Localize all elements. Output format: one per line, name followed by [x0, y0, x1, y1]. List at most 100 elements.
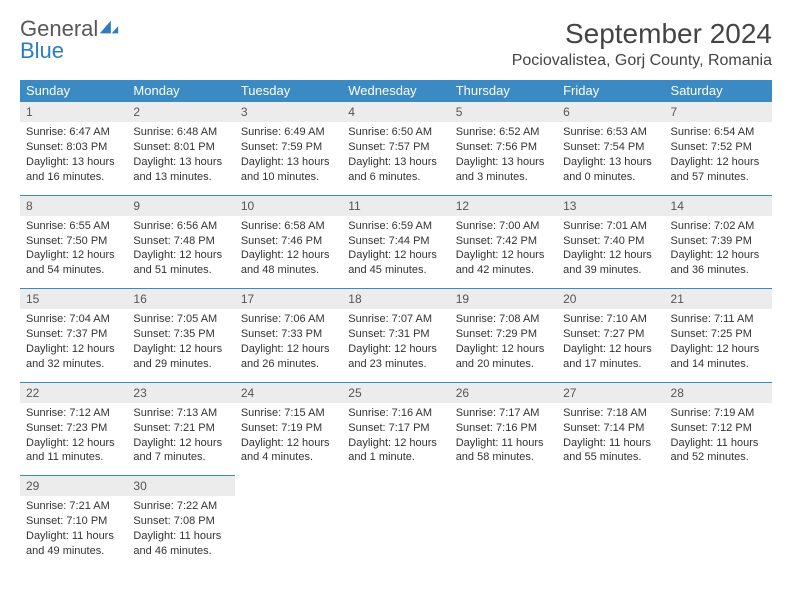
day-details: Sunrise: 7:00 AMSunset: 7:42 PMDaylight:…	[450, 216, 557, 289]
daylight-text: Daylight: 12 hours and 11 minutes.	[26, 436, 121, 466]
day-number: 3	[235, 102, 342, 123]
sunset-text: Sunset: 7:39 PM	[671, 234, 766, 249]
daylight-text: Daylight: 11 hours and 49 minutes.	[26, 529, 121, 559]
sunrise-text: Sunrise: 6:55 AM	[26, 219, 121, 234]
sunset-text: Sunset: 7:56 PM	[456, 140, 551, 155]
daylight-text: Daylight: 11 hours and 46 minutes.	[133, 529, 228, 559]
sunrise-text: Sunrise: 7:19 AM	[671, 406, 766, 421]
daylight-text: Daylight: 13 hours and 0 minutes.	[563, 155, 658, 185]
daylight-text: Daylight: 12 hours and 45 minutes.	[348, 248, 443, 278]
sunset-text: Sunset: 7:17 PM	[348, 421, 443, 436]
day-details: Sunrise: 7:21 AMSunset: 7:10 PMDaylight:…	[20, 496, 127, 568]
daylight-text: Daylight: 13 hours and 3 minutes.	[456, 155, 551, 185]
empty-cell	[235, 496, 342, 568]
daylight-text: Daylight: 12 hours and 1 minute.	[348, 436, 443, 466]
sunrise-text: Sunrise: 7:00 AM	[456, 219, 551, 234]
empty-cell	[450, 476, 557, 497]
day-number: 22	[20, 382, 127, 403]
daylight-text: Daylight: 13 hours and 16 minutes.	[26, 155, 121, 185]
location-text: Pociovalistea, Gorj County, Romania	[512, 52, 772, 70]
daylight-text: Daylight: 12 hours and 48 minutes.	[241, 248, 336, 278]
day-details: Sunrise: 7:06 AMSunset: 7:33 PMDaylight:…	[235, 309, 342, 382]
day-details: Sunrise: 7:18 AMSunset: 7:14 PMDaylight:…	[557, 403, 664, 476]
sunset-text: Sunset: 7:50 PM	[26, 234, 121, 249]
day-details: Sunrise: 6:50 AMSunset: 7:57 PMDaylight:…	[342, 122, 449, 195]
daylight-text: Daylight: 12 hours and 26 minutes.	[241, 342, 336, 372]
sunset-text: Sunset: 7:48 PM	[133, 234, 228, 249]
sunrise-text: Sunrise: 7:17 AM	[456, 406, 551, 421]
day-number: 16	[127, 289, 234, 310]
day-number: 18	[342, 289, 449, 310]
sunrise-text: Sunrise: 7:22 AM	[133, 499, 228, 514]
day-details: Sunrise: 6:53 AMSunset: 7:54 PMDaylight:…	[557, 122, 664, 195]
day-details: Sunrise: 7:13 AMSunset: 7:21 PMDaylight:…	[127, 403, 234, 476]
daylight-text: Daylight: 12 hours and 7 minutes.	[133, 436, 228, 466]
sunset-text: Sunset: 8:01 PM	[133, 140, 228, 155]
day-number: 11	[342, 195, 449, 216]
day-number: 12	[450, 195, 557, 216]
weekday-header: Saturday	[665, 80, 772, 102]
day-details: Sunrise: 6:48 AMSunset: 8:01 PMDaylight:…	[127, 122, 234, 195]
day-number: 15	[20, 289, 127, 310]
daylight-text: Daylight: 12 hours and 4 minutes.	[241, 436, 336, 466]
weekday-header: Sunday	[20, 80, 127, 102]
month-title: September 2024	[512, 18, 772, 50]
day-number: 17	[235, 289, 342, 310]
day-number: 5	[450, 102, 557, 123]
day-number: 24	[235, 382, 342, 403]
calendar-body: 1234567Sunrise: 6:47 AMSunset: 8:03 PMDa…	[20, 102, 772, 569]
sunrise-text: Sunrise: 6:58 AM	[241, 219, 336, 234]
sunrise-text: Sunrise: 7:13 AM	[133, 406, 228, 421]
header: General Blue September 2024 Pociovaliste…	[20, 18, 772, 70]
sunset-text: Sunset: 7:27 PM	[563, 327, 658, 342]
daylight-text: Daylight: 12 hours and 39 minutes.	[563, 248, 658, 278]
day-details: Sunrise: 6:54 AMSunset: 7:52 PMDaylight:…	[665, 122, 772, 195]
day-number-row: 15161718192021	[20, 289, 772, 310]
sunset-text: Sunset: 8:03 PM	[26, 140, 121, 155]
day-details: Sunrise: 6:59 AMSunset: 7:44 PMDaylight:…	[342, 216, 449, 289]
day-number: 9	[127, 195, 234, 216]
daylight-text: Daylight: 12 hours and 51 minutes.	[133, 248, 228, 278]
day-number: 6	[557, 102, 664, 123]
sunrise-text: Sunrise: 6:59 AM	[348, 219, 443, 234]
daylight-text: Daylight: 13 hours and 13 minutes.	[133, 155, 228, 185]
sunrise-text: Sunrise: 7:07 AM	[348, 312, 443, 327]
day-number: 14	[665, 195, 772, 216]
sunrise-text: Sunrise: 6:54 AM	[671, 125, 766, 140]
day-details: Sunrise: 6:52 AMSunset: 7:56 PMDaylight:…	[450, 122, 557, 195]
empty-cell	[665, 496, 772, 568]
day-details: Sunrise: 7:08 AMSunset: 7:29 PMDaylight:…	[450, 309, 557, 382]
sunset-text: Sunset: 7:46 PM	[241, 234, 336, 249]
day-details: Sunrise: 7:22 AMSunset: 7:08 PMDaylight:…	[127, 496, 234, 568]
sunrise-text: Sunrise: 7:15 AM	[241, 406, 336, 421]
sunset-text: Sunset: 7:21 PM	[133, 421, 228, 436]
sunrise-text: Sunrise: 7:02 AM	[671, 219, 766, 234]
daylight-text: Daylight: 12 hours and 32 minutes.	[26, 342, 121, 372]
day-number: 25	[342, 382, 449, 403]
day-details: Sunrise: 7:02 AMSunset: 7:39 PMDaylight:…	[665, 216, 772, 289]
day-number-row: 22232425262728	[20, 382, 772, 403]
day-number: 13	[557, 195, 664, 216]
sunrise-text: Sunrise: 6:47 AM	[26, 125, 121, 140]
sunrise-text: Sunrise: 6:50 AM	[348, 125, 443, 140]
day-number: 29	[20, 476, 127, 497]
daylight-text: Daylight: 12 hours and 29 minutes.	[133, 342, 228, 372]
sunrise-text: Sunrise: 6:53 AM	[563, 125, 658, 140]
daylight-text: Daylight: 12 hours and 20 minutes.	[456, 342, 551, 372]
day-number-row: 2930	[20, 476, 772, 497]
day-details: Sunrise: 7:12 AMSunset: 7:23 PMDaylight:…	[20, 403, 127, 476]
empty-cell	[557, 496, 664, 568]
day-number-row: 891011121314	[20, 195, 772, 216]
weekday-header: Monday	[127, 80, 234, 102]
calendar-table: SundayMondayTuesdayWednesdayThursdayFrid…	[20, 80, 772, 569]
sunrise-text: Sunrise: 7:10 AM	[563, 312, 658, 327]
daylight-text: Daylight: 12 hours and 14 minutes.	[671, 342, 766, 372]
day-details: Sunrise: 7:17 AMSunset: 7:16 PMDaylight:…	[450, 403, 557, 476]
daylight-text: Daylight: 12 hours and 36 minutes.	[671, 248, 766, 278]
sunrise-text: Sunrise: 7:05 AM	[133, 312, 228, 327]
daylight-text: Daylight: 12 hours and 54 minutes.	[26, 248, 121, 278]
daylight-text: Daylight: 11 hours and 58 minutes.	[456, 436, 551, 466]
day-number: 27	[557, 382, 664, 403]
sunrise-text: Sunrise: 7:11 AM	[671, 312, 766, 327]
sunrise-text: Sunrise: 7:06 AM	[241, 312, 336, 327]
